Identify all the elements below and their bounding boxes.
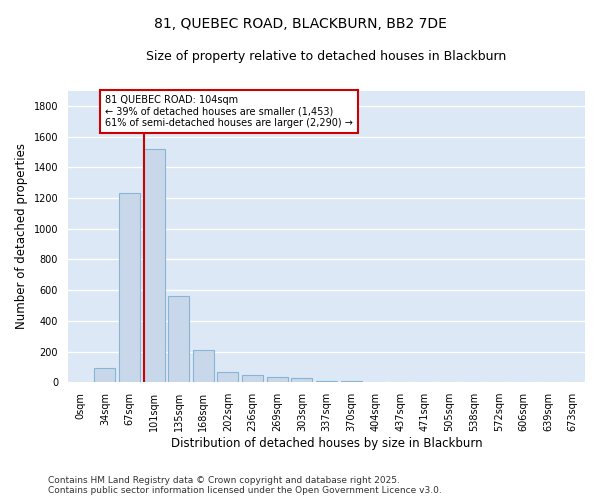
Bar <box>193 350 214 382</box>
Bar <box>217 372 238 382</box>
Title: Size of property relative to detached houses in Blackburn: Size of property relative to detached ho… <box>146 50 506 63</box>
Text: 81 QUEBEC ROAD: 104sqm
← 39% of detached houses are smaller (1,453)
61% of semi-: 81 QUEBEC ROAD: 104sqm ← 39% of detached… <box>105 95 353 128</box>
Bar <box>267 377 287 382</box>
Bar <box>242 376 263 382</box>
Text: Contains HM Land Registry data © Crown copyright and database right 2025.
Contai: Contains HM Land Registry data © Crown c… <box>48 476 442 495</box>
X-axis label: Distribution of detached houses by size in Blackburn: Distribution of detached houses by size … <box>170 437 482 450</box>
Y-axis label: Number of detached properties: Number of detached properties <box>15 144 28 330</box>
Bar <box>119 194 140 382</box>
Bar <box>316 381 337 382</box>
Bar <box>292 378 312 382</box>
Bar <box>168 296 189 382</box>
Bar <box>94 368 115 382</box>
Bar <box>143 149 164 382</box>
Text: 81, QUEBEC ROAD, BLACKBURN, BB2 7DE: 81, QUEBEC ROAD, BLACKBURN, BB2 7DE <box>154 18 446 32</box>
